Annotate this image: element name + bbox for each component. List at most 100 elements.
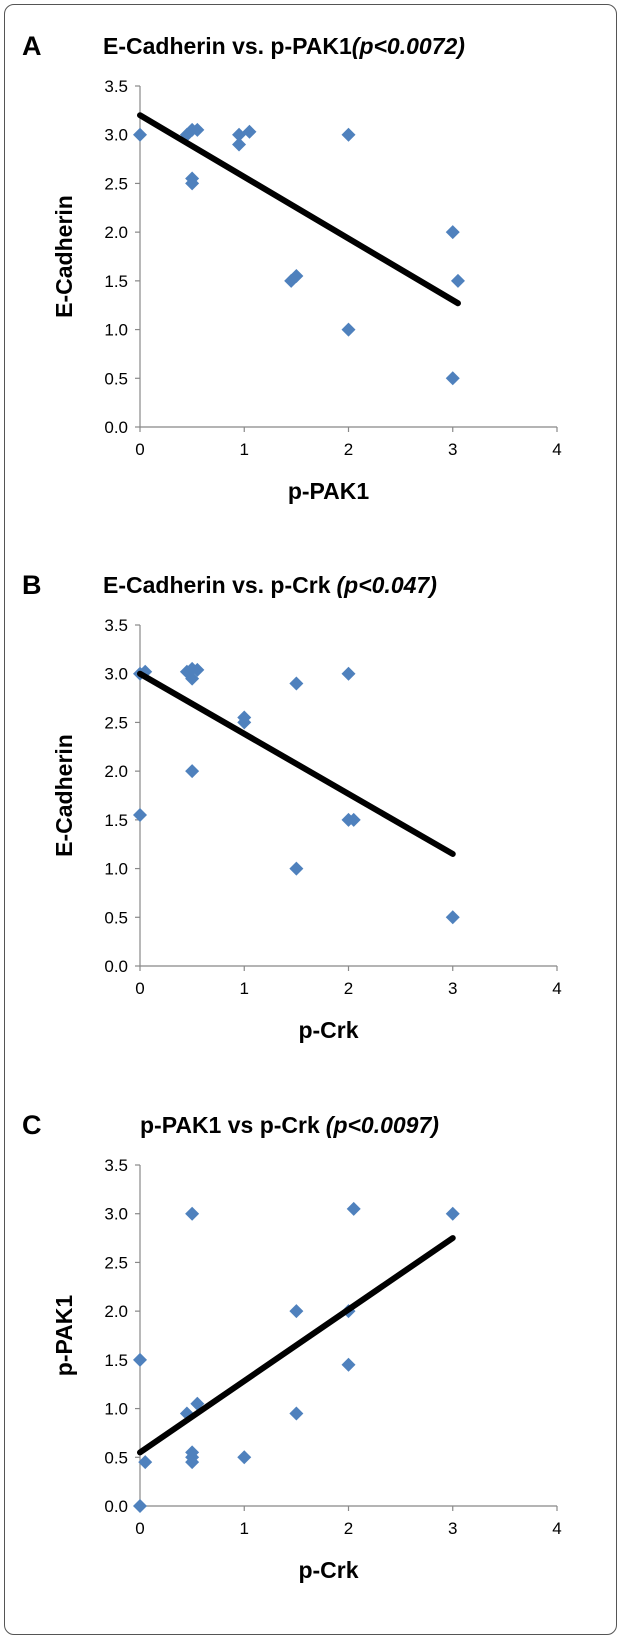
x-axis-label: p-PAK1 bbox=[288, 478, 370, 504]
x-tick-label: 4 bbox=[552, 979, 561, 998]
data-point bbox=[445, 910, 460, 925]
data-point bbox=[289, 1406, 304, 1421]
data-point bbox=[185, 671, 200, 686]
data-point bbox=[445, 1206, 460, 1221]
data-point bbox=[133, 127, 147, 142]
data-point bbox=[232, 137, 247, 152]
y-tick-label: 0.0 bbox=[104, 418, 128, 437]
x-tick-labels: 0 1 2 3 4 bbox=[135, 427, 562, 459]
chart-p-value: (p<0.0072) bbox=[352, 33, 465, 59]
panel-c: C p-PAK1 vs p-Crk (p<0.0097) 0.0 0.5 1.0 1.5… bbox=[0, 1079, 625, 1609]
y-tick-labels: 0.0 0.5 1.0 1.5 2.0 2.5 3.0 3.5 bbox=[104, 77, 140, 437]
x-tick-label: 1 bbox=[240, 1519, 249, 1538]
x-axis-label: p-Crk bbox=[298, 1557, 358, 1583]
y-tick-label: 0.0 bbox=[104, 957, 128, 976]
data-point bbox=[185, 1455, 200, 1470]
chart-a-svg: A E-Cadherin vs. p-PAK1(p<0.0072) 0.0 0.5… bbox=[22, 31, 562, 504]
y-tick-label: 1.0 bbox=[104, 1400, 128, 1419]
y-axis-label: p-PAK1 bbox=[51, 1295, 77, 1377]
data-point bbox=[445, 225, 460, 240]
x-tick-label: 3 bbox=[448, 979, 457, 998]
data-points bbox=[133, 122, 465, 386]
panel-b: B E-Cadherin vs. p-Crk (p<0.047) 0.0 0.5 1.… bbox=[0, 539, 625, 1069]
y-tick-label: 2.0 bbox=[104, 1302, 128, 1321]
x-tick-label: 0 bbox=[135, 979, 144, 998]
x-tick-label: 2 bbox=[344, 1519, 353, 1538]
data-point bbox=[185, 176, 200, 191]
data-point bbox=[242, 124, 257, 139]
y-tick-label: 1.5 bbox=[104, 1351, 128, 1370]
x-tick-label: 4 bbox=[552, 1519, 561, 1538]
y-tick-label: 1.0 bbox=[104, 860, 128, 879]
panel-letter: B bbox=[22, 570, 42, 600]
data-point bbox=[133, 807, 147, 822]
x-tick-label: 0 bbox=[135, 440, 144, 459]
y-tick-label: 3.5 bbox=[104, 616, 128, 635]
y-tick-label: 2.5 bbox=[104, 713, 128, 732]
y-tick-label: 3.5 bbox=[104, 77, 128, 96]
chart-p-value: (p<0.047) bbox=[337, 572, 437, 598]
chart-title: E-Cadherin vs. p-PAK1(p<0.0072) bbox=[103, 33, 465, 59]
chart-c-svg: C p-PAK1 vs p-Crk (p<0.0097) 0.0 0.5 1.0 1.5… bbox=[22, 1110, 562, 1583]
data-point bbox=[237, 715, 252, 730]
data-point bbox=[133, 1499, 147, 1513]
y-tick-label: 1.5 bbox=[104, 811, 128, 830]
y-tick-label: 0.5 bbox=[104, 908, 128, 927]
data-point bbox=[450, 273, 465, 288]
trendline bbox=[137, 670, 456, 857]
data-point bbox=[341, 127, 356, 142]
y-tick-label: 2.5 bbox=[104, 1253, 128, 1272]
x-tick-label: 2 bbox=[344, 979, 353, 998]
trendline bbox=[137, 112, 461, 307]
data-point bbox=[133, 1352, 147, 1367]
data-point bbox=[346, 1201, 361, 1216]
y-tick-labels: 0.0 0.5 1.0 1.5 2.0 2.5 3.0 3.5 bbox=[104, 1156, 140, 1516]
data-point bbox=[237, 1450, 252, 1465]
y-tick-label: 1.5 bbox=[104, 272, 128, 291]
y-tick-label: 3.0 bbox=[104, 126, 128, 145]
x-axis-label: p-Crk bbox=[298, 1017, 358, 1043]
y-axis-label: E-Cadherin bbox=[51, 734, 77, 857]
data-point bbox=[138, 1455, 153, 1470]
y-tick-label: 0.5 bbox=[104, 1448, 128, 1467]
trendline bbox=[137, 1235, 456, 1456]
y-tick-label: 0.5 bbox=[104, 369, 128, 388]
data-point bbox=[138, 664, 153, 679]
x-tick-label: 4 bbox=[552, 440, 561, 459]
data-point bbox=[289, 676, 304, 691]
y-tick-label: 1.0 bbox=[104, 321, 128, 340]
y-axis-label: E-Cadherin bbox=[51, 195, 77, 318]
data-point bbox=[341, 322, 356, 337]
data-points bbox=[133, 661, 460, 925]
y-tick-labels: 0.0 0.5 1.0 1.5 2.0 2.5 3.0 3.5 bbox=[104, 616, 140, 976]
chart-p-value: (p<0.0097) bbox=[326, 1112, 439, 1138]
x-tick-label: 1 bbox=[240, 979, 249, 998]
x-tick-labels: 0 1 2 3 4 bbox=[135, 966, 562, 998]
chart-title-main: p-PAK1 vs p-Crk bbox=[140, 1112, 320, 1138]
data-point bbox=[289, 861, 304, 876]
y-tick-label: 3.0 bbox=[104, 1205, 128, 1224]
data-point bbox=[190, 122, 205, 137]
data-point bbox=[341, 666, 356, 681]
panel-letter: A bbox=[22, 31, 42, 61]
data-point bbox=[185, 764, 200, 779]
y-tick-label: 3.5 bbox=[104, 1156, 128, 1175]
y-tick-label: 3.0 bbox=[104, 665, 128, 684]
chart-title-main: E-Cadherin vs. p-PAK1 bbox=[103, 33, 352, 59]
x-tick-label: 0 bbox=[135, 1519, 144, 1538]
y-tick-label: 2.5 bbox=[104, 174, 128, 193]
figure-frame bbox=[4, 4, 617, 1635]
chart-b-svg: B E-Cadherin vs. p-Crk (p<0.047) 0.0 0.5 1.… bbox=[22, 570, 562, 1043]
data-point bbox=[289, 1304, 304, 1319]
chart-title: p-PAK1 vs p-Crk (p<0.0097) bbox=[140, 1112, 439, 1138]
data-point bbox=[232, 127, 247, 142]
data-point bbox=[289, 268, 304, 283]
x-tick-label: 3 bbox=[448, 440, 457, 459]
chart-title-main: E-Cadherin vs. p-Crk bbox=[103, 572, 331, 598]
data-point bbox=[445, 371, 460, 386]
x-tick-label: 1 bbox=[240, 440, 249, 459]
data-point bbox=[346, 812, 361, 827]
y-tick-label: 2.0 bbox=[104, 223, 128, 242]
data-points bbox=[133, 1201, 460, 1513]
data-point bbox=[341, 1357, 356, 1372]
